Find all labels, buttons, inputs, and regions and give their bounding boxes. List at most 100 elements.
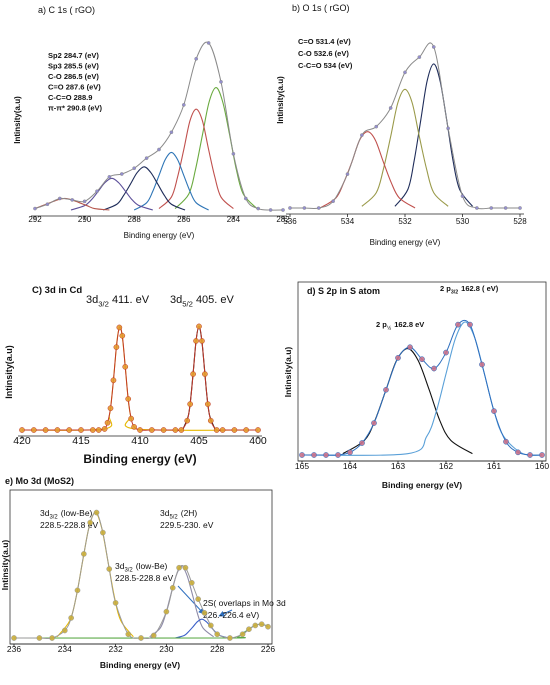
data-point [503,438,509,445]
fit-curve [182,325,216,430]
x-tick-label: 161 [487,461,501,471]
fit-curve [133,151,209,211]
data-point [205,401,211,407]
x-tick-label: 405 [190,435,208,447]
data-point [148,427,155,433]
x-axis-label: Binding energy (eV) [382,480,462,490]
data-point [122,363,129,370]
annotation-subscript: 3/2 [49,515,57,521]
x-tick-label: 528 [513,217,527,226]
annotation-arrow [177,585,205,615]
annotation-part: (low-Be) [136,561,168,571]
data-point [219,79,223,84]
x-tick-label: 162 [439,461,453,471]
data-point [489,206,494,210]
data-point [199,338,205,344]
data-point [311,452,317,458]
x-tick-label: 228 [210,644,224,654]
data-point [125,396,132,402]
x-tick-label: 288 [128,215,142,224]
data-point [95,189,99,194]
data-point [101,426,108,432]
data-point [61,627,68,634]
data-point [206,41,211,45]
data-point [45,202,50,207]
data-point [112,600,119,606]
data-point [137,427,143,433]
x-tick-label: 415 [72,435,90,447]
panel-title: d) S 2p in S atom [307,286,380,296]
y-axis-label: Intinsity(a.u) [276,76,285,124]
x-tick-label: 234 [58,644,72,654]
data-point [169,584,176,591]
annotation: 2 p½ 162.8 eV [376,320,424,331]
x-tick-label: 532 [398,217,412,226]
x-tick-label: 160 [535,461,549,471]
data-point [417,55,422,59]
data-point [93,509,100,516]
data-point [288,206,292,210]
data-point [214,631,221,638]
data-point [503,206,508,210]
annotation-part: 411. eV [112,294,150,306]
annotation-part: (low-Be) [61,508,93,518]
envelope-line [301,319,543,456]
annotation-part: 3d [40,508,50,518]
data-point [455,321,461,328]
data-point [176,564,182,571]
data-point [42,427,49,433]
annotation: π-π* 290.8 (eV) [48,104,103,113]
panel-title: e) Mo 3d (MoS2) [5,476,74,486]
x-tick-label: 232 [109,644,123,654]
data-point [106,566,113,572]
data-point [33,206,37,211]
data-point [188,579,195,586]
annotation-part: 3d [170,294,182,306]
x-tick-label: 536 [283,217,297,226]
data-point [184,417,191,424]
data-point [70,198,75,202]
data-point [107,405,114,412]
data-point [407,344,413,351]
annotation-subscript: 5/2 [182,299,193,308]
x-tick-label: 165 [295,461,309,471]
data-point [110,377,117,384]
panel-title: b) O 1s ( rGO) [292,3,350,13]
annotation-subscript: 5/2 [169,515,177,521]
annotation-subscript: 3/2 [451,289,458,295]
annotation: C-O 532.6 (eV) [298,49,349,58]
x-axis-label: Binding energy (eV) [370,238,441,247]
fit-curve [342,348,473,455]
data-point [19,427,25,433]
annotation: 228.5-228.8 eV [40,520,98,530]
annotation: Sp2 284.7 (eV) [48,51,99,60]
data-point [243,427,250,433]
data-point [231,427,238,433]
data-point [89,427,96,433]
fit-curve [394,63,473,207]
x-tick-label: 236 [7,644,21,654]
data-point [252,622,259,629]
data-point [49,635,55,641]
annotation: C=O 287.6 (eV) [48,83,101,92]
data-point [57,196,62,201]
annotation: 3d3/2 (low-Be) [40,508,93,521]
data-point [371,420,377,426]
data-point [331,199,335,204]
annotation-part: (2H) [181,508,198,518]
data-point [116,324,123,331]
annotation-part: 405. eV [196,294,235,306]
data-point [74,587,81,594]
annotation: 3d5/2 405. eV [170,294,235,308]
data-point [268,208,273,212]
data-point [150,632,157,639]
data-point [446,126,450,131]
data-point [181,103,186,107]
annotation: C=O 531.4 (eV) [298,37,351,46]
x-tick-label: 226 [261,644,275,654]
x-tick-label: 230 [159,644,173,654]
data-point [187,401,193,407]
fit-curve [175,618,229,639]
